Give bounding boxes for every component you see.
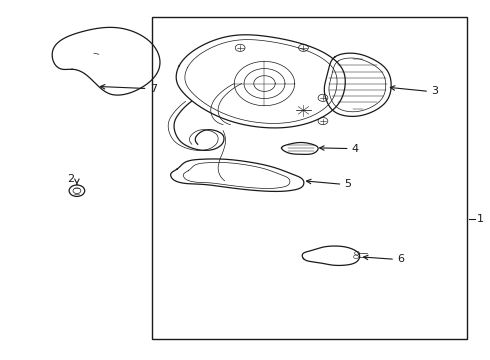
Text: 6: 6 [397,254,404,264]
Bar [152,18,466,339]
Text: 2: 2 [68,174,74,184]
Text: 3: 3 [431,86,438,96]
Text: 4: 4 [351,144,358,154]
Text: 1: 1 [476,214,484,224]
Text: 5: 5 [344,179,351,189]
Text: 7: 7 [150,84,157,94]
